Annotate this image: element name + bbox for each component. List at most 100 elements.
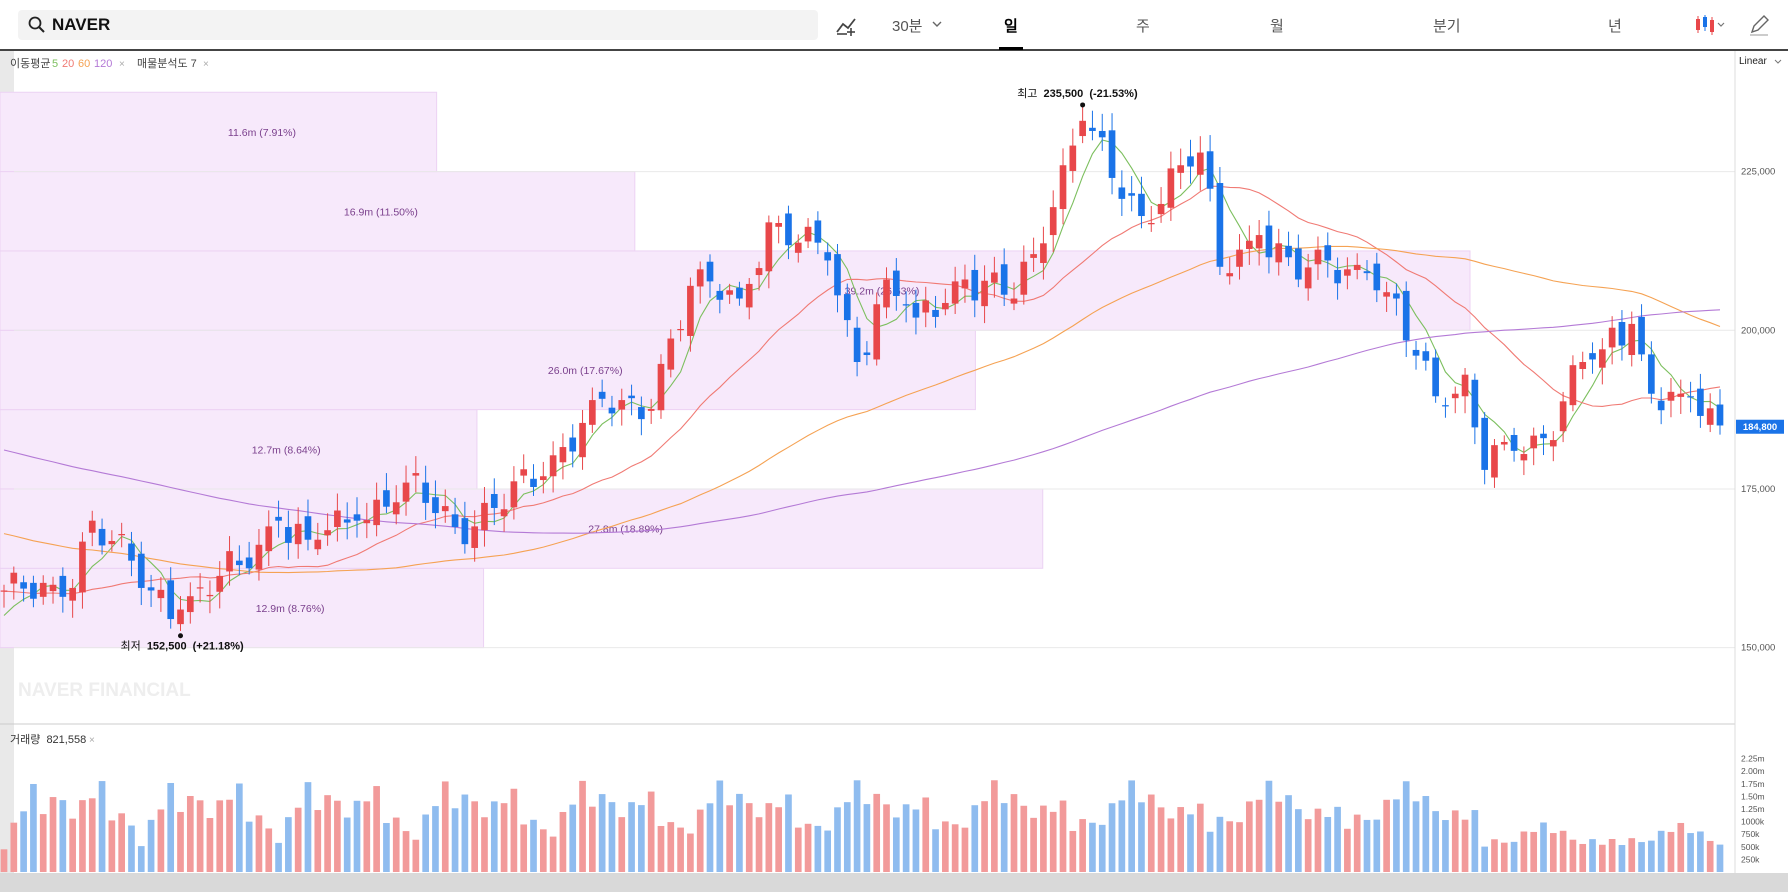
volume-bar <box>167 782 175 872</box>
chart-canvas[interactable]: 12.9m (8.76%)27.8m (18.89%)12.7m (8.64%)… <box>0 51 1788 892</box>
tab-quarter[interactable]: 분기 <box>1433 18 1461 35</box>
volume-tick-label: 1.50m <box>1741 791 1765 801</box>
candle-body <box>971 269 979 301</box>
volume-bar <box>392 817 400 872</box>
candle-body <box>951 281 959 304</box>
volume-bar <box>892 817 900 872</box>
candle-body <box>1491 445 1498 478</box>
volume-bar <box>1226 821 1234 872</box>
candle-body <box>206 594 214 597</box>
candle-body <box>157 589 165 599</box>
candle-body <box>500 509 508 517</box>
candle-body <box>942 302 949 310</box>
high-dot <box>1080 102 1086 108</box>
volume-bar <box>422 814 429 872</box>
candle-body <box>49 584 57 592</box>
candle-body <box>10 572 18 584</box>
volume-bar <box>363 801 371 872</box>
draw-pencil-icon[interactable] <box>1748 14 1770 36</box>
volume-legend[interactable]: 거래량 821,558 <box>10 733 86 746</box>
profile-legend-close-icon[interactable]: × <box>203 59 209 70</box>
ma-legend-label[interactable]: 이동평균 <box>10 57 50 70</box>
candle-body <box>1716 404 1724 426</box>
candle-body <box>1304 267 1312 289</box>
volume-bar <box>598 794 606 872</box>
volume-last: 821,558 <box>46 734 86 746</box>
volume-bar <box>177 811 184 872</box>
candle-body <box>1697 388 1704 416</box>
candle-body <box>275 516 282 521</box>
volume-bar <box>1432 811 1439 872</box>
volume-bar <box>88 798 96 872</box>
volume-bar <box>873 793 881 872</box>
volume-bar <box>1373 819 1381 872</box>
candle-body <box>490 494 498 508</box>
volume-bar <box>1677 822 1685 872</box>
candle-body <box>638 407 645 420</box>
candle-body <box>402 482 410 502</box>
candle-body <box>1530 435 1538 449</box>
volume-bar <box>1697 831 1704 872</box>
chevron-down-icon[interactable] <box>932 21 942 28</box>
volume-bar <box>628 802 635 872</box>
candle-type-icon[interactable] <box>1694 14 1728 36</box>
indicator-add-icon[interactable] <box>835 14 859 36</box>
candle-body <box>1559 401 1567 432</box>
volume-close-icon[interactable]: × <box>89 735 95 746</box>
tab-30min[interactable]: 30분 <box>892 18 923 35</box>
candle-body <box>1383 292 1390 297</box>
candle-body <box>1510 434 1518 451</box>
candle-body <box>118 534 126 536</box>
profile-bar <box>0 409 478 490</box>
scale-chevron-icon[interactable] <box>1774 59 1782 64</box>
candle-body <box>902 304 910 306</box>
volume-bar <box>1628 838 1636 872</box>
tab-day[interactable]: 일 <box>1004 18 1018 35</box>
candle-body <box>1451 393 1459 399</box>
volume-bar <box>275 842 282 872</box>
candle-body <box>196 587 204 589</box>
candle-body <box>834 254 841 296</box>
volume-bar <box>1471 810 1479 872</box>
volume-bar <box>853 780 861 872</box>
high-change: (-21.53%) <box>1089 88 1138 100</box>
volume-bar <box>1000 803 1008 872</box>
candle-body <box>1579 362 1587 369</box>
ma-legend-close-icon[interactable]: × <box>119 59 125 70</box>
volume-bar <box>481 817 488 872</box>
volume-tick-label: 250k <box>1741 854 1760 864</box>
candle-body <box>216 575 224 592</box>
volume-bar <box>1716 844 1724 872</box>
candle-body <box>892 270 900 296</box>
candle-body <box>843 294 851 321</box>
candle-body <box>30 582 37 599</box>
volume-bar <box>971 805 979 872</box>
volume-bar <box>1157 807 1165 872</box>
candle-body <box>1363 271 1371 274</box>
scale-mode-label[interactable]: Linear <box>1739 56 1767 67</box>
tab-week[interactable]: 주 <box>1136 18 1150 35</box>
search-input[interactable]: NAVER <box>18 10 818 40</box>
candlesticks <box>0 103 1724 631</box>
volume-bar <box>1245 801 1253 872</box>
candle-body <box>236 560 243 566</box>
candle-body <box>1353 264 1361 270</box>
tab-year[interactable]: 년 <box>1608 18 1622 35</box>
tab-month[interactable]: 월 <box>1270 18 1284 35</box>
volume-bar <box>265 828 273 872</box>
volume-bar <box>1069 830 1077 872</box>
volume-bar <box>0 849 8 872</box>
candle-body <box>687 285 694 336</box>
candle-body <box>991 272 998 283</box>
volume-bar <box>1481 846 1488 872</box>
candle-body <box>853 327 861 362</box>
volume-bar <box>775 807 782 872</box>
candle-body <box>1040 243 1047 263</box>
candle-body <box>1334 269 1341 284</box>
candle-body <box>177 609 184 625</box>
candle-body <box>1187 156 1194 167</box>
candle-body <box>794 242 802 253</box>
profile-legend-label[interactable]: 매물분석도 7 <box>137 57 197 70</box>
volume-bar <box>59 800 67 872</box>
candle-body <box>1324 245 1332 261</box>
